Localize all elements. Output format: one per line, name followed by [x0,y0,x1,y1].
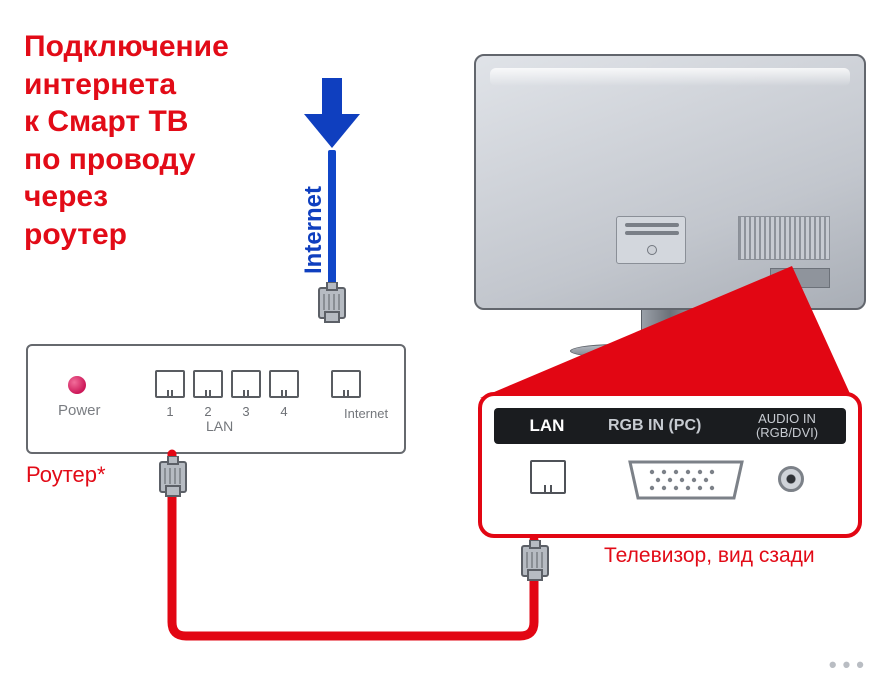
panel-lan-label: LAN [494,416,600,436]
rj45-plug-router-side [156,456,190,498]
tv-body [474,54,866,310]
panel-body [494,444,846,522]
tv-caption: Телевизор, вид сзади [604,544,815,568]
tv-center-panel [616,216,686,264]
tv-ports-panel: LAN RGB IN (PC) AUDIO IN (RGB/DVI) [478,392,862,538]
rj45-plug-tv-side [518,540,552,582]
tv-port-area [770,268,830,288]
router-power-led [68,376,86,394]
panel-audio-line2: (RGB/DVI) [736,426,838,440]
router-lan-port-2: 2 [192,370,224,419]
audio-jack-icon [778,466,804,492]
router-internet-port [330,370,362,398]
panel-header: LAN RGB IN (PC) AUDIO IN (RGB/DVI) [494,408,846,444]
router-lan-port-3: 3 [230,370,262,419]
vga-port-icon [622,458,750,502]
tv-rear-view [474,54,866,356]
router-device: Power 1 2 3 4 LAN Internet [26,344,406,454]
internet-cable-label: Internet [300,160,326,300]
router-internet-port-label: Internet [344,406,388,421]
rj45-plug-internet [315,282,349,324]
router-power-label: Power [58,402,101,419]
tv-stand-base [570,344,770,358]
internet-cable [328,150,336,284]
panel-rgb-label: RGB IN (PC) [600,417,736,435]
diagram-title: Подключение интернета к Смарт ТВ по пров… [24,28,229,253]
panel-audio-line1: AUDIO IN [736,412,838,426]
router-lan-label: LAN [206,418,233,434]
panel-audio-label: AUDIO IN (RGB/DVI) [736,412,846,441]
router-port-group: 1 2 3 4 [154,370,362,419]
ellipsis-decor: ••• [829,652,870,678]
router-lan-port-4: 4 [268,370,300,419]
tv-vent [738,216,830,260]
internet-arrow-icon [296,78,368,150]
lan-jack-icon [530,460,566,494]
router-lan-port-1: 1 [154,370,186,419]
router-caption: Роутер* [26,462,106,488]
